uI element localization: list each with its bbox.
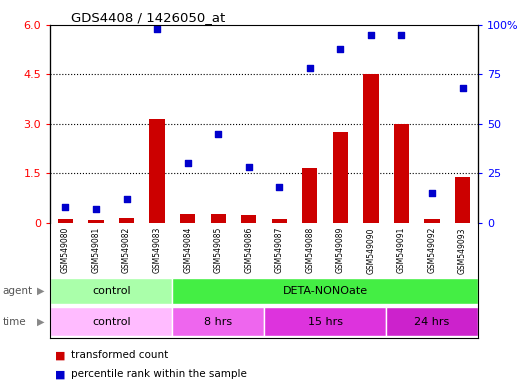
Point [428, 190, 436, 196]
Text: ■: ■ [55, 350, 66, 360]
Point [244, 164, 253, 170]
Bar [88, 220, 103, 223]
Text: GDS4408 / 1426050_at: GDS4408 / 1426050_at [71, 12, 225, 25]
Point [306, 65, 314, 71]
Text: GSM549082: GSM549082 [122, 227, 131, 273]
Point [397, 32, 406, 38]
Bar [302, 168, 317, 223]
Text: 8 hrs: 8 hrs [204, 316, 232, 327]
Text: control: control [92, 286, 130, 296]
Text: GSM549087: GSM549087 [275, 227, 284, 273]
Point [458, 85, 467, 91]
Bar [180, 215, 195, 223]
Point [366, 32, 375, 38]
Text: GSM549086: GSM549086 [244, 227, 253, 273]
Bar [386, 307, 478, 336]
Text: time: time [3, 316, 26, 327]
Bar [50, 278, 172, 304]
Text: percentile rank within the sample: percentile rank within the sample [71, 369, 247, 379]
Bar [119, 218, 134, 223]
Text: agent: agent [3, 286, 33, 296]
Text: GSM549080: GSM549080 [61, 227, 70, 273]
Bar [455, 177, 470, 223]
Point [92, 206, 100, 212]
Text: GSM549088: GSM549088 [305, 227, 314, 273]
Text: 24 hrs: 24 hrs [414, 316, 450, 327]
Text: GSM549089: GSM549089 [336, 227, 345, 273]
Text: 15 hrs: 15 hrs [308, 316, 343, 327]
Bar [394, 124, 409, 223]
Bar [241, 215, 257, 223]
Text: ■: ■ [55, 369, 66, 379]
Bar [363, 74, 379, 223]
Point [275, 184, 284, 190]
Bar [333, 132, 348, 223]
Text: GSM549092: GSM549092 [428, 227, 437, 273]
Text: GSM549093: GSM549093 [458, 227, 467, 273]
Text: DETA-NONOate: DETA-NONOate [282, 286, 367, 296]
Point [214, 131, 222, 137]
Point [61, 204, 70, 210]
Bar [211, 215, 226, 223]
Point [336, 46, 345, 52]
Text: GSM549090: GSM549090 [366, 227, 375, 273]
Bar [58, 219, 73, 223]
Text: GSM549085: GSM549085 [214, 227, 223, 273]
Text: GSM549083: GSM549083 [153, 227, 162, 273]
Point [183, 161, 192, 167]
Text: GSM549081: GSM549081 [91, 227, 100, 273]
Text: ▶: ▶ [37, 316, 44, 327]
Bar [172, 307, 264, 336]
Text: control: control [92, 316, 130, 327]
Text: transformed count: transformed count [71, 350, 168, 360]
Bar [271, 219, 287, 223]
Point [122, 196, 131, 202]
Text: GSM549091: GSM549091 [397, 227, 406, 273]
Bar [264, 307, 386, 336]
Text: ▶: ▶ [37, 286, 44, 296]
Bar [149, 119, 165, 223]
Point [153, 26, 162, 32]
Bar [50, 307, 172, 336]
Text: GSM549084: GSM549084 [183, 227, 192, 273]
Bar [172, 278, 478, 304]
Bar [425, 219, 440, 223]
